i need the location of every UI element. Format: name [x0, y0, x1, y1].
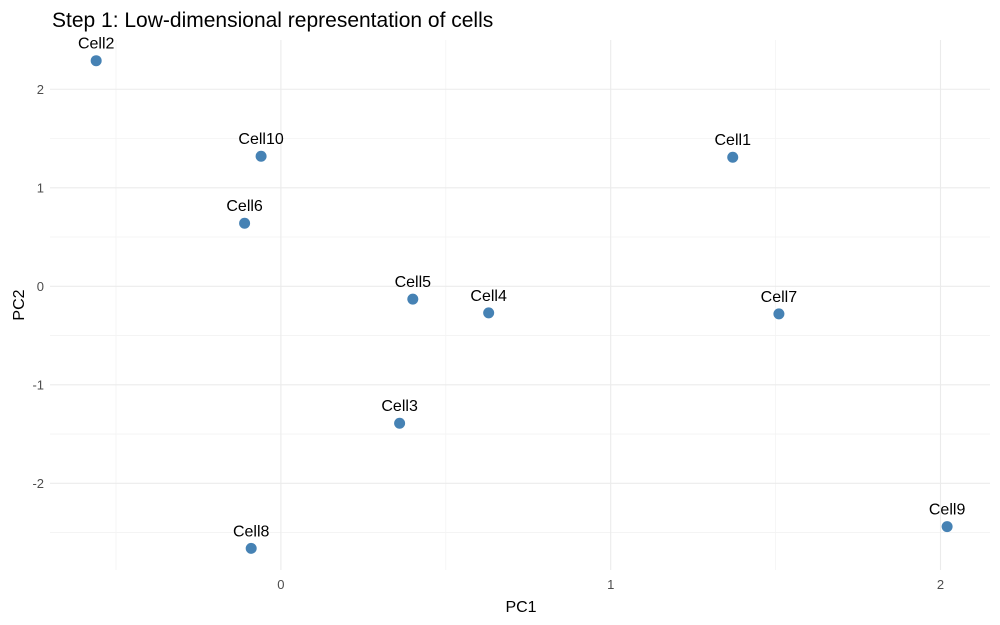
- y-tick-label: 0: [37, 279, 44, 294]
- point-label-cell5: Cell5: [395, 274, 432, 291]
- y-axis-title: PC2: [11, 289, 28, 320]
- point-label-cell1: Cell1: [715, 132, 752, 149]
- data-point-cell1: [727, 151, 739, 163]
- point-label-cell2: Cell2: [78, 36, 115, 53]
- data-point-cell4: [483, 307, 495, 319]
- y-tick-label: 2: [37, 82, 44, 97]
- point-label-cell6: Cell6: [226, 198, 263, 215]
- grid-lines: [50, 40, 990, 570]
- y-tick-label: 1: [37, 180, 44, 195]
- data-point-cell7: [773, 308, 785, 320]
- data-point-cell6: [239, 217, 251, 229]
- x-tick-label: 0: [277, 577, 284, 592]
- data-points: [90, 55, 953, 554]
- point-label-cell10: Cell10: [238, 131, 283, 148]
- tick-labels: 0 1 2 -2 -1 0 1 2: [32, 82, 944, 592]
- chart-title: Step 1: Low-dimensional representation o…: [52, 9, 493, 32]
- x-axis-title: PC1: [505, 599, 536, 616]
- point-label-cell8: Cell8: [233, 523, 270, 540]
- point-label-cell9: Cell9: [929, 502, 966, 519]
- y-tick-label: -2: [32, 476, 44, 491]
- point-label-cell4: Cell4: [470, 288, 507, 305]
- data-point-cell5: [407, 293, 419, 305]
- data-point-cell10: [255, 150, 267, 162]
- data-point-cell2: [90, 55, 102, 67]
- y-tick-label: -1: [32, 377, 44, 392]
- data-point-cell9: [941, 521, 953, 533]
- point-label-cell7: Cell7: [761, 289, 798, 306]
- point-labels: Cell1 Cell2 Cell3 Cell4 Cell5 Cell6 Cell7 Cell8…: [78, 36, 966, 541]
- data-point-cell8: [245, 542, 257, 554]
- data-point-cell3: [394, 417, 406, 429]
- x-tick-label: 1: [607, 577, 614, 592]
- x-tick-label: 2: [937, 577, 944, 592]
- point-label-cell3: Cell3: [381, 398, 418, 415]
